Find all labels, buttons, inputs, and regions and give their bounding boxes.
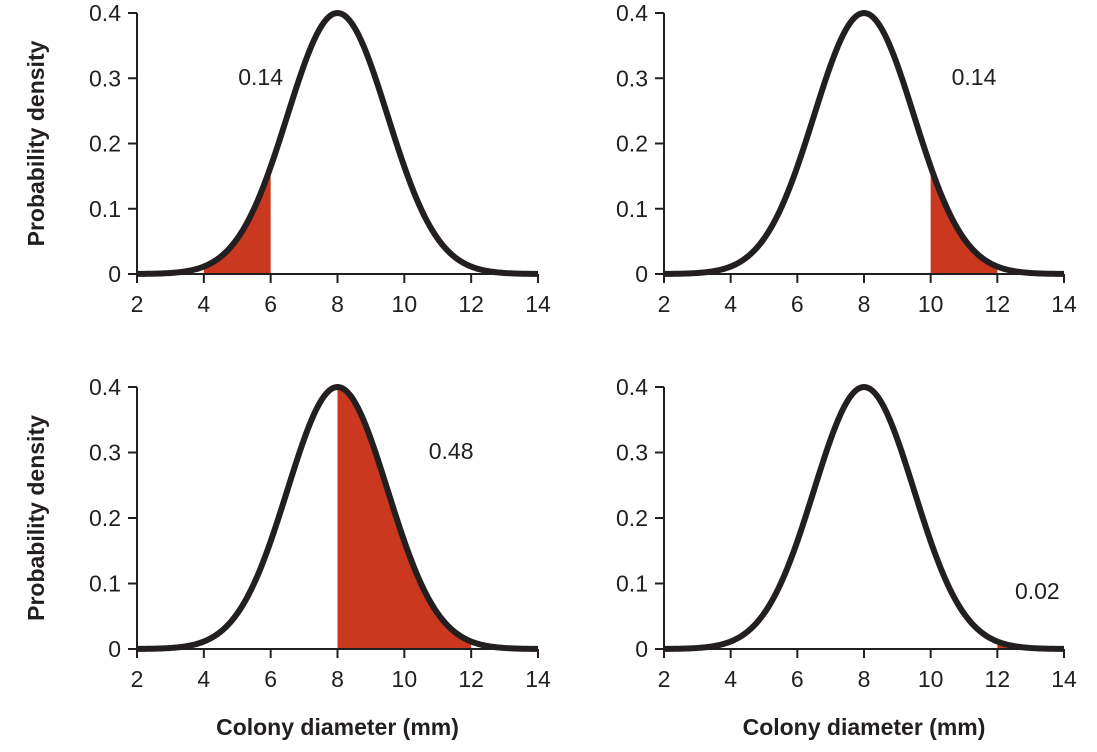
area-probability-label: 0.14: [238, 64, 283, 90]
x-tick-label: 4: [724, 666, 737, 692]
x-tick-label: 10: [392, 291, 418, 317]
x-tick-label: 4: [724, 291, 737, 317]
y-tick-label: 0.2: [616, 505, 648, 531]
x-tick-label: 8: [858, 666, 871, 692]
y-tick-label: 0.3: [89, 440, 121, 466]
y-tick-label: 0.4: [89, 0, 121, 26]
shaded-area: [203, 166, 271, 274]
x-tick-label: 4: [197, 291, 210, 317]
chart-panel-bottom-left: 2 4 6 8 10 12 14 0 0.1 0.2 0.3 0.4 0.48 Probability d…: [23, 374, 551, 740]
density-curve: [136, 10, 539, 277]
x-tick-label: 6: [791, 291, 804, 317]
x-tick-label: 2: [658, 291, 671, 317]
x-tick-label: 10: [918, 291, 944, 317]
x-tick-label: 14: [1051, 666, 1077, 692]
y-tick-label: 0.4: [616, 374, 648, 400]
x-tick-label: 10: [918, 666, 944, 692]
x-tick-label: 2: [131, 666, 144, 692]
x-tick-label: 12: [458, 291, 484, 317]
y-tick-label: 0.1: [616, 571, 648, 597]
y-tick-label: 0.3: [616, 65, 648, 91]
x-tick-label: 2: [131, 291, 144, 317]
y-tick-label: 0.1: [89, 571, 121, 597]
y-axis-title: Probability density: [23, 40, 49, 246]
density-curve: [136, 384, 539, 652]
density-curve: [663, 384, 1065, 652]
x-tick-label: 14: [525, 291, 551, 317]
density-curve: [663, 10, 1065, 277]
x-tick-label: 2: [658, 666, 671, 692]
y-tick-label: 0.3: [616, 440, 648, 466]
x-tick-label: 4: [197, 666, 210, 692]
x-tick-label: 12: [985, 291, 1011, 317]
x-tick-label: 12: [458, 666, 484, 692]
x-axis-title: Colony diameter (mm): [743, 714, 986, 740]
area-probability-label: 0.14: [952, 64, 997, 90]
x-tick-label: 12: [985, 666, 1011, 692]
area-probability-label: 0.48: [429, 438, 474, 464]
y-tick-label: 0.3: [89, 65, 121, 91]
chart-panel-top-left: 2 4 6 8 10 12 14 0 0.1 0.2 0.3 0.4 0.14 Probability d…: [23, 0, 551, 317]
y-tick-label: 0: [108, 261, 121, 287]
y-tick-label: 0: [635, 261, 648, 287]
y-tick-label: 0.1: [89, 196, 121, 222]
x-tick-label: 8: [331, 291, 344, 317]
x-tick-label: 8: [858, 291, 871, 317]
x-tick-label: 10: [392, 666, 418, 692]
chart-panel-bottom-right: 2 4 6 8 10 12 14 0 0.1 0.2 0.3 0.4 0.02 Colony diamet…: [616, 374, 1077, 740]
x-tick-label: 14: [525, 666, 551, 692]
shaded-area: [337, 387, 472, 649]
y-tick-label: 0: [635, 636, 648, 662]
y-tick-label: 0.1: [616, 196, 648, 222]
x-tick-label: 14: [1051, 291, 1077, 317]
y-tick-label: 0.2: [89, 505, 121, 531]
y-tick-label: 0.2: [616, 131, 648, 157]
x-tick-label: 6: [264, 291, 277, 317]
x-tick-label: 6: [791, 666, 804, 692]
x-tick-label: 8: [331, 666, 344, 692]
y-tick-label: 0: [108, 636, 121, 662]
x-tick-label: 6: [264, 666, 277, 692]
y-tick-label: 0.4: [89, 374, 121, 400]
y-tick-label: 0.2: [89, 131, 121, 157]
chart-panel-top-right: 2 4 6 8 10 12 14 0 0.1 0.2 0.3 0.4 0.14: [616, 0, 1077, 317]
y-tick-label: 0.4: [616, 0, 648, 26]
y-axis-title: Probability density: [23, 415, 49, 621]
shaded-area: [930, 166, 998, 274]
area-probability-label: 0.02: [1015, 578, 1060, 604]
x-axis-title: Colony diameter (mm): [216, 714, 459, 740]
